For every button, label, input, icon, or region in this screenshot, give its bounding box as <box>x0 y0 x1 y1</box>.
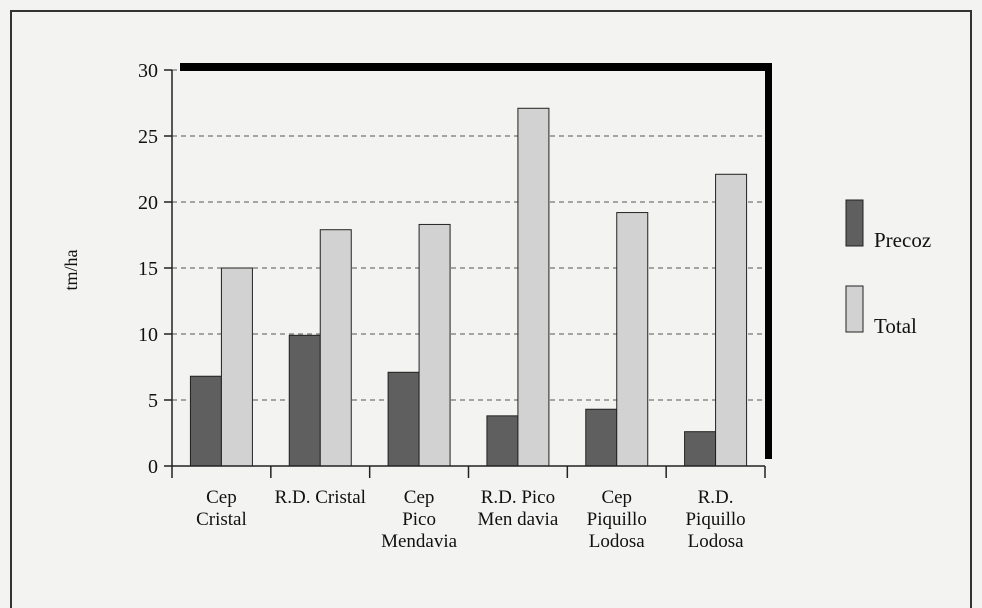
legend: Precoz Total <box>845 199 931 338</box>
y-tick-label: 25 <box>138 126 158 148</box>
bar-total <box>319 229 352 467</box>
y-tick-label: 15 <box>138 258 158 280</box>
legend-swatch-precoz <box>845 199 864 247</box>
bar-total <box>418 223 451 467</box>
y-tick-label: 5 <box>148 390 158 412</box>
y-tick-labels: 0 5 10 15 20 25 30 <box>138 60 158 478</box>
bar-precoz <box>189 375 222 467</box>
bar-total <box>715 173 748 467</box>
x-category-label: Cep Cristal <box>196 487 247 530</box>
grid-lines <box>172 69 765 401</box>
x-category-label: R.D. Cristal <box>275 487 366 508</box>
shadow-top <box>180 63 772 71</box>
x-category-label: Cep Pico Mendavia <box>381 487 458 552</box>
x-category-label: R.D. Piquillo Lodosa <box>685 487 745 552</box>
shadow-right <box>765 63 772 459</box>
y-tick-label: 0 <box>148 456 158 478</box>
bar-precoz <box>486 415 519 467</box>
bars <box>189 107 748 467</box>
axes <box>164 69 766 478</box>
y-tick-label: 10 <box>138 324 158 346</box>
x-category-label: R.D. Pico Men davia <box>478 487 559 530</box>
y-tick-label: 20 <box>138 192 158 214</box>
bar-total <box>220 267 253 467</box>
bar-precoz <box>387 371 420 467</box>
y-tick-label: 30 <box>138 60 158 82</box>
x-category-labels: Cep Cristal R.D. Cristal Cep Pico Mendavia R.D… <box>196 487 746 552</box>
bar-total <box>517 107 550 467</box>
legend-swatch-total <box>845 285 864 333</box>
chart-frame <box>10 10 972 608</box>
x-category-label: Cep Piquillo Lodosa <box>587 487 647 552</box>
bar-precoz <box>585 408 618 467</box>
bar-precoz <box>288 334 321 467</box>
legend-label-total: Total <box>874 314 917 338</box>
bar-total <box>616 212 649 467</box>
legend-label-precoz: Precoz <box>874 228 931 252</box>
bar-precoz <box>684 431 717 467</box>
plot-shadow <box>180 63 772 459</box>
y-axis-label: tm/ha <box>61 249 81 290</box>
